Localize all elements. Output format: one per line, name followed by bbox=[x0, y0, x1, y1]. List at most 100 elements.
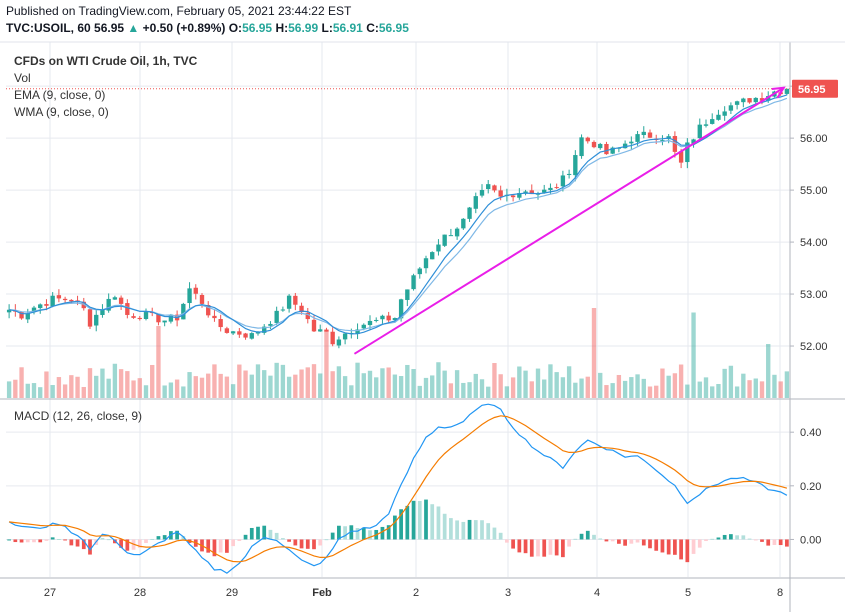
candle-body bbox=[193, 287, 198, 294]
volume-bar bbox=[150, 364, 155, 398]
macd-histogram-bar bbox=[125, 539, 130, 551]
candle-body bbox=[473, 196, 478, 209]
candle-body bbox=[498, 190, 503, 197]
macd-histogram-bar bbox=[386, 525, 391, 540]
price-tick-label: 53.00 bbox=[800, 289, 828, 301]
macd-histogram-bar bbox=[212, 539, 217, 557]
macd-histogram-bar bbox=[405, 505, 410, 540]
volume-bar bbox=[181, 386, 186, 398]
candle-body bbox=[747, 98, 752, 103]
candle-body bbox=[716, 114, 721, 120]
candle-body bbox=[710, 119, 715, 124]
candle-body bbox=[106, 298, 111, 311]
macd-histogram-bar bbox=[461, 521, 466, 540]
candle-body bbox=[181, 303, 186, 320]
legend-ema[interactable]: EMA (9, close, 0) bbox=[14, 88, 106, 102]
macd-histogram-bar bbox=[268, 529, 273, 540]
macd-histogram-bar bbox=[542, 539, 547, 557]
volume-bar bbox=[305, 367, 310, 398]
candle-body bbox=[311, 319, 317, 332]
volume-bar bbox=[168, 382, 174, 398]
volume-bar bbox=[280, 364, 286, 398]
candle-body bbox=[324, 329, 329, 332]
candle-body bbox=[678, 151, 684, 163]
candle-body bbox=[398, 299, 404, 319]
candle-body bbox=[218, 319, 223, 328]
volume-bar bbox=[529, 381, 534, 398]
volume-bar bbox=[423, 377, 429, 398]
macd-histogram-bar bbox=[218, 539, 223, 553]
volume-bar bbox=[218, 373, 223, 398]
legend-macd[interactable]: MACD (12, 26, close, 9) bbox=[14, 409, 143, 423]
candle-body bbox=[703, 124, 709, 126]
macd-histogram-bar bbox=[237, 539, 242, 541]
macd-histogram-bar bbox=[561, 539, 565, 558]
volume-bar bbox=[542, 379, 547, 398]
candle-body bbox=[548, 187, 553, 191]
volume-bar bbox=[374, 377, 379, 398]
macd-histogram-bar bbox=[592, 534, 596, 540]
candle-body bbox=[622, 143, 628, 149]
macd-histogram-bar bbox=[735, 535, 739, 540]
volume-bar bbox=[430, 375, 435, 398]
macd-histogram-bar bbox=[181, 536, 186, 540]
macd-tick-label: 0.40 bbox=[800, 427, 821, 439]
macd-histogram-bar bbox=[88, 539, 92, 555]
volume-bar bbox=[734, 386, 740, 398]
macd-histogram-bar bbox=[19, 539, 24, 543]
volume-bar bbox=[498, 374, 503, 398]
candle-body bbox=[454, 228, 460, 237]
volume-bar bbox=[392, 374, 398, 398]
candle-body bbox=[69, 299, 74, 302]
candle-body bbox=[386, 315, 391, 321]
volume-bar bbox=[212, 364, 217, 398]
macd-histogram-bar bbox=[529, 539, 534, 557]
time-tick-label: 27 bbox=[44, 587, 56, 599]
volume-bar bbox=[56, 377, 62, 398]
price-tick-label: 52.00 bbox=[800, 341, 828, 353]
macd-histogram-bar bbox=[206, 539, 211, 553]
volume-bar bbox=[517, 366, 522, 398]
volume-bar bbox=[324, 330, 329, 398]
volume-bar bbox=[629, 377, 634, 398]
macd-line bbox=[8, 403, 788, 574]
candle-body bbox=[336, 339, 342, 346]
candle-body bbox=[461, 218, 466, 229]
legend-volume[interactable]: Vol bbox=[14, 71, 31, 85]
macd-histogram-bar bbox=[548, 539, 553, 555]
candle-body bbox=[467, 207, 472, 219]
macd-histogram-bar bbox=[13, 539, 18, 543]
wma-line bbox=[8, 94, 788, 335]
candle-body bbox=[411, 275, 416, 290]
volume-bar bbox=[342, 376, 348, 398]
volume-bar bbox=[510, 377, 516, 398]
macd-histogram-bar bbox=[81, 539, 86, 550]
candle-body bbox=[143, 312, 149, 319]
candle-body bbox=[374, 319, 379, 321]
macd-histogram-bar bbox=[617, 539, 621, 544]
macd-histogram-bar bbox=[417, 500, 422, 540]
volume-bar bbox=[461, 382, 466, 398]
candle-body bbox=[629, 141, 634, 144]
time-tick-label: 5 bbox=[685, 587, 691, 599]
volume-bar bbox=[473, 373, 478, 398]
macd-histogram-bar bbox=[337, 525, 341, 540]
candle-body bbox=[125, 303, 130, 315]
legend-title[interactable]: CFDs on WTI Crude Oil, 1h, TVC bbox=[14, 54, 198, 68]
volume-bar bbox=[137, 378, 142, 398]
candle-body bbox=[591, 141, 597, 148]
volume-bar bbox=[610, 383, 615, 398]
symbol-name[interactable]: TVC:USOIL, 60 bbox=[6, 21, 91, 35]
candle-body bbox=[361, 324, 366, 329]
legend-wma[interactable]: WMA (9, close, 0) bbox=[14, 105, 109, 119]
macd-histogram-bar bbox=[324, 539, 329, 541]
macd-histogram-bar bbox=[666, 539, 671, 555]
macd-histogram-bar bbox=[75, 539, 80, 547]
volume-bar bbox=[243, 370, 248, 398]
candle-body bbox=[156, 314, 161, 323]
candle-body bbox=[355, 329, 360, 335]
macd-histogram-bar bbox=[722, 534, 727, 540]
candlesticks bbox=[6, 88, 790, 349]
candle-body bbox=[31, 307, 37, 313]
